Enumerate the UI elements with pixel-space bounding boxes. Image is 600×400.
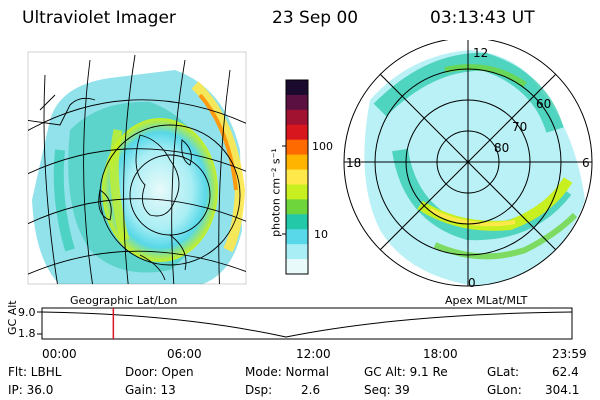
- colorbar-band: [286, 109, 308, 126]
- colorbar: [282, 79, 309, 275]
- orbit-ytick-top: 9.0: [18, 306, 36, 319]
- orbit-xtick-1200: 12:00: [296, 347, 331, 361]
- dsp-value: 2.6: [301, 383, 321, 397]
- colorbar-band: [286, 154, 308, 171]
- glon-label: GLon:: [487, 383, 522, 397]
- mlat-label-70: 70: [512, 120, 528, 134]
- geographic-map: [27, 51, 247, 285]
- mlat-label-60: 60: [536, 97, 552, 111]
- ip-readout: IP: 36.0: [8, 383, 54, 397]
- orbit-ytick-bottom: 1.8: [18, 327, 36, 340]
- mode-readout: Mode: Normal: [245, 365, 329, 379]
- glon-value: 304.1: [545, 383, 580, 397]
- mlat-label-80: 80: [494, 141, 510, 155]
- colorbar-band: [286, 259, 308, 275]
- gc-alt-readout: GC Alt: 9.1 Re: [364, 365, 448, 379]
- time-label: 03:13:43 UT: [430, 8, 535, 28]
- colorbar-unit-label: photon cm⁻² s⁻¹: [269, 148, 283, 237]
- gain-readout: Gain: 13: [125, 383, 176, 397]
- orbit-xtick-0000: 00:00: [42, 347, 77, 361]
- colorbar-band: [286, 214, 308, 230]
- colorbar-band: [286, 184, 308, 200]
- colorbar-band: [286, 94, 308, 111]
- colorbar-band: [286, 139, 308, 156]
- door-readout: Door: Open: [125, 365, 194, 379]
- colorbar-tick-10: 10: [314, 228, 328, 241]
- orbit-xtick-2359: 23:59: [552, 347, 587, 361]
- glat-value: 62.4: [552, 365, 579, 379]
- mlt-label-6: 6: [582, 156, 590, 170]
- orbit-xtick-0600: 06:00: [167, 347, 202, 361]
- dsp-label: Dsp:: [245, 383, 273, 397]
- app-title: Ultraviolet Imager: [22, 8, 176, 28]
- apex-caption: Apex MLat/MLT: [445, 294, 528, 307]
- polar-mlat-mlt-map: [343, 40, 593, 287]
- filter-readout: Flt: LBHL: [8, 365, 62, 379]
- date-label: 23 Sep 00: [272, 8, 359, 28]
- colorbar-band: [286, 244, 308, 260]
- colorbar-band: [286, 199, 308, 215]
- colorbar-band: [286, 169, 308, 185]
- seq-readout: Seq: 39: [364, 383, 410, 397]
- mlt-label-0: 0: [468, 276, 476, 290]
- colorbar-band: [286, 80, 308, 96]
- geographic-caption: Geographic Lat/Lon: [70, 294, 178, 307]
- orbit-xtick-1800: 18:00: [423, 347, 458, 361]
- glat-label: GLat:: [487, 365, 520, 379]
- mlt-label-18: 18: [346, 156, 362, 170]
- colorbar-band: [286, 124, 308, 141]
- colorbar-band: [286, 229, 308, 245]
- colorbar-tick-100: 100: [312, 140, 333, 153]
- orbit-altitude-plot: [37, 307, 573, 340]
- mlt-label-12: 12: [473, 46, 489, 60]
